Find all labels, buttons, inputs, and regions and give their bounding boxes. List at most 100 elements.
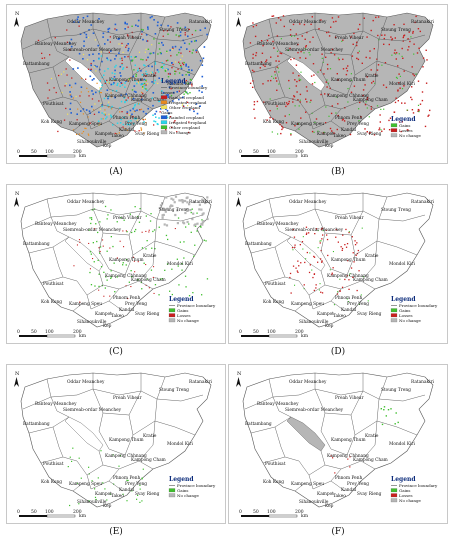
scale-tick-label: 50 — [253, 149, 259, 155]
change-pixel — [127, 80, 129, 82]
change-pixel — [350, 36, 352, 38]
change-pixel — [381, 34, 383, 36]
change-pixel — [145, 75, 147, 77]
province-label: Preah Vihear — [113, 396, 142, 401]
change-pixel — [322, 234, 324, 236]
change-pixel — [162, 44, 164, 46]
change-pixel — [298, 265, 300, 267]
change-pixel — [294, 35, 296, 37]
scale-tick-label: 200 — [73, 329, 82, 335]
change-pixel — [327, 93, 329, 96]
legend-swatch — [390, 128, 398, 133]
change-pixel — [350, 73, 352, 75]
change-pixel — [398, 82, 400, 84]
change-pixel — [161, 278, 163, 280]
change-pixel — [104, 82, 106, 84]
change-pixel — [130, 96, 132, 98]
change-pixel — [149, 16, 152, 19]
change-pixel — [112, 245, 114, 248]
change-pixel — [415, 15, 417, 18]
province-boundary — [156, 214, 204, 222]
change-pixel — [395, 58, 397, 60]
change-pixel — [297, 260, 299, 262]
change-pixel — [97, 259, 99, 261]
change-pixel — [341, 40, 343, 42]
change-pixel — [342, 39, 344, 41]
legend-boundary-label: Province boundary — [177, 483, 216, 488]
change-pixel — [170, 204, 173, 207]
change-pixel — [130, 270, 132, 272]
scale-unit-label: km — [79, 333, 87, 339]
scale-tick-label: 0 — [239, 509, 242, 515]
change-pixel — [71, 86, 73, 88]
province-label: Kratie — [143, 254, 157, 259]
change-pixel — [204, 27, 206, 29]
change-pixel — [110, 270, 112, 272]
province-boundary — [154, 240, 196, 256]
change-pixel — [121, 64, 123, 66]
change-pixel — [294, 246, 296, 248]
change-pixel — [261, 52, 264, 54]
change-pixel — [111, 105, 113, 108]
change-pixel — [187, 66, 190, 68]
change-pixel — [153, 74, 155, 76]
change-pixel — [178, 199, 181, 202]
change-pixel — [300, 262, 302, 264]
change-pixel — [116, 133, 118, 135]
change-pixel — [106, 116, 108, 118]
province-label: Ratanakiri — [411, 380, 435, 385]
change-pixel — [106, 499, 108, 501]
change-pixel — [107, 28, 109, 30]
change-pixel — [206, 278, 209, 280]
change-pixel — [90, 253, 92, 255]
change-pixel — [141, 91, 143, 93]
change-pixel — [154, 284, 157, 286]
province-label: Prey Veng — [347, 302, 369, 307]
change-pixel — [163, 64, 165, 66]
legend-boundary-label: Province boundary — [169, 85, 208, 90]
province-label: Preah Vihear — [113, 216, 142, 221]
change-pixel — [161, 90, 163, 92]
change-pixel — [107, 97, 109, 100]
change-pixel — [170, 197, 173, 200]
change-pixel — [337, 57, 339, 59]
change-pixel — [343, 120, 346, 122]
change-pixel — [160, 108, 162, 110]
change-pixel — [262, 44, 264, 47]
change-pixel — [331, 272, 333, 274]
change-pixel — [76, 482, 78, 484]
legend-swatch — [168, 313, 176, 318]
change-pixel — [144, 51, 146, 53]
change-pixel — [140, 83, 142, 86]
change-pixel — [114, 291, 116, 293]
change-pixel — [110, 114, 112, 117]
change-pixel — [185, 286, 187, 288]
change-pixel — [321, 53, 323, 55]
change-pixel — [125, 46, 127, 48]
change-pixel — [188, 203, 191, 206]
change-pixel — [78, 133, 80, 135]
change-pixel — [184, 34, 186, 36]
change-pixel — [383, 409, 385, 411]
change-pixel — [107, 95, 110, 98]
change-pixel — [372, 80, 375, 83]
change-pixel — [58, 74, 60, 77]
change-pixel — [358, 108, 360, 110]
change-pixel — [114, 80, 116, 82]
province-label: Kep — [325, 504, 334, 509]
change-pixel — [106, 79, 108, 82]
province-boundary — [340, 460, 376, 470]
change-pixel — [311, 83, 314, 85]
change-pixel — [73, 21, 75, 23]
legend-swatch — [390, 318, 398, 323]
north-label: N — [15, 371, 20, 377]
change-pixel — [176, 22, 179, 24]
change-pixel — [120, 217, 122, 219]
legend-swatch — [390, 498, 398, 503]
change-pixel — [352, 252, 354, 254]
change-pixel — [188, 131, 190, 134]
change-pixel — [178, 62, 181, 65]
